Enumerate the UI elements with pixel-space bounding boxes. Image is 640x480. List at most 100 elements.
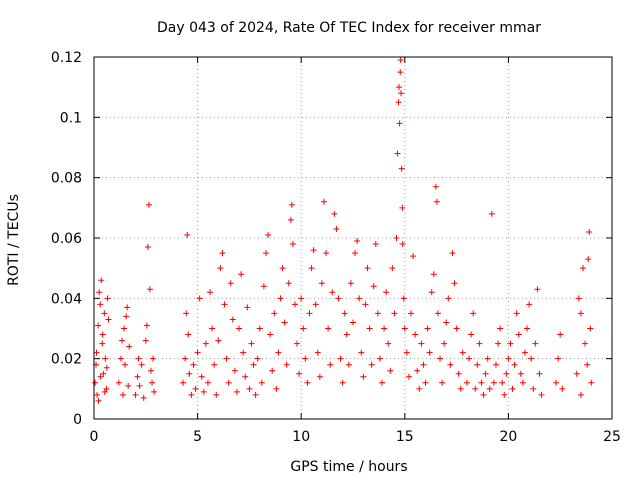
data-point bbox=[555, 355, 562, 362]
data-point bbox=[200, 388, 207, 395]
data-point bbox=[414, 367, 421, 374]
data-point bbox=[288, 201, 295, 208]
data-point bbox=[122, 361, 129, 368]
x-axis-label: GPS time / hours bbox=[290, 459, 407, 475]
data-point bbox=[219, 250, 226, 257]
data-point bbox=[262, 250, 269, 257]
data-point bbox=[188, 391, 195, 398]
data-point bbox=[495, 340, 502, 347]
data-point bbox=[97, 373, 104, 380]
x-tick-label: 20 bbox=[499, 429, 517, 445]
data-point bbox=[538, 391, 545, 398]
data-point bbox=[403, 349, 410, 356]
data-point bbox=[209, 325, 216, 332]
data-point bbox=[146, 286, 153, 293]
data-point bbox=[356, 295, 363, 302]
data-point bbox=[337, 355, 344, 362]
data-point bbox=[149, 379, 156, 386]
data-point bbox=[318, 280, 325, 287]
data-point bbox=[509, 385, 516, 392]
data-point bbox=[586, 228, 593, 235]
data-point bbox=[405, 373, 412, 380]
data-point bbox=[285, 280, 292, 287]
data-point bbox=[376, 355, 383, 362]
data-point bbox=[463, 379, 470, 386]
data-point bbox=[126, 343, 133, 350]
data-point bbox=[271, 310, 278, 317]
data-point bbox=[383, 289, 390, 296]
data-point bbox=[151, 388, 158, 395]
data-points bbox=[92, 57, 595, 404]
data-point bbox=[343, 331, 350, 338]
data-point bbox=[515, 331, 522, 338]
data-point bbox=[150, 355, 157, 362]
data-point bbox=[370, 283, 377, 290]
data-point bbox=[484, 355, 491, 362]
data-point bbox=[524, 325, 531, 332]
data-point bbox=[559, 385, 566, 392]
data-point bbox=[398, 90, 405, 97]
data-point bbox=[430, 271, 437, 278]
data-point bbox=[265, 231, 272, 238]
data-point bbox=[521, 349, 528, 356]
data-point bbox=[144, 244, 151, 251]
data-point bbox=[269, 367, 276, 374]
chart-title: Day 043 of 2024, Rate Of TEC Index for r… bbox=[157, 20, 541, 36]
data-point bbox=[507, 340, 514, 347]
data-point bbox=[125, 382, 132, 389]
data-point bbox=[389, 265, 396, 272]
y-tick-label: 0.02 bbox=[51, 352, 82, 368]
data-point bbox=[291, 301, 298, 308]
data-point bbox=[103, 364, 110, 371]
data-point bbox=[393, 235, 400, 241]
data-point bbox=[352, 250, 359, 257]
data-point bbox=[117, 355, 124, 362]
data-point bbox=[198, 373, 205, 380]
data-point bbox=[240, 349, 247, 356]
data-point bbox=[468, 331, 475, 338]
data-point bbox=[204, 379, 211, 386]
data-point bbox=[457, 385, 464, 392]
data-point bbox=[447, 361, 454, 368]
data-point bbox=[476, 340, 483, 347]
data-point bbox=[132, 391, 139, 398]
data-point bbox=[474, 361, 481, 368]
data-point bbox=[532, 340, 539, 347]
data-point bbox=[207, 289, 214, 296]
data-point bbox=[424, 325, 431, 332]
data-point bbox=[229, 316, 236, 323]
data-point bbox=[434, 310, 441, 317]
data-point bbox=[105, 316, 112, 323]
data-point bbox=[513, 310, 520, 317]
data-point bbox=[96, 289, 103, 296]
data-point bbox=[372, 241, 379, 248]
data-point bbox=[183, 310, 190, 317]
data-point bbox=[192, 385, 199, 392]
data-point bbox=[190, 361, 197, 368]
y-tick-label: 0.04 bbox=[51, 291, 82, 307]
data-point bbox=[441, 340, 448, 347]
data-point bbox=[368, 361, 375, 368]
data-point bbox=[300, 325, 307, 332]
data-point bbox=[254, 355, 261, 362]
y-axis-ticks: 0 0.02 0.04 0.06 0.08 0.1 0.12 bbox=[51, 50, 612, 428]
data-point bbox=[362, 301, 369, 308]
data-point bbox=[482, 370, 489, 377]
data-point bbox=[499, 379, 506, 386]
data-point bbox=[387, 367, 394, 374]
data-point bbox=[418, 340, 425, 347]
data-point bbox=[275, 349, 282, 356]
data-point bbox=[395, 84, 402, 91]
data-point bbox=[124, 304, 131, 311]
data-point bbox=[277, 295, 284, 302]
data-point bbox=[526, 301, 533, 308]
data-point bbox=[142, 337, 149, 344]
data-point bbox=[341, 310, 348, 317]
data-point bbox=[294, 340, 301, 347]
data-point bbox=[304, 379, 311, 386]
data-point bbox=[579, 265, 586, 272]
data-point bbox=[138, 361, 145, 368]
data-point bbox=[312, 301, 319, 308]
data-point bbox=[325, 325, 332, 332]
